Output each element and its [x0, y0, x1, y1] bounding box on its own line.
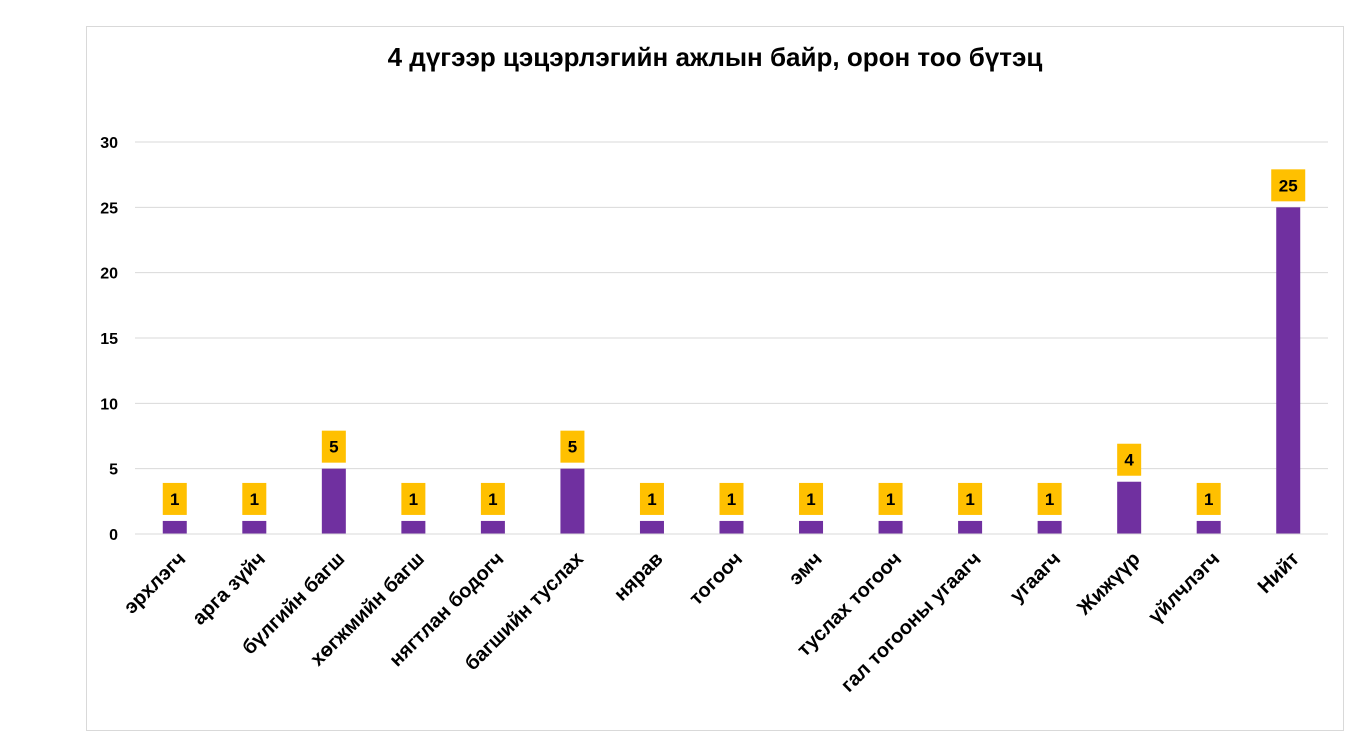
x-tick-label: Жижүүр [1073, 548, 1145, 620]
data-label: 25 [1279, 176, 1298, 195]
y-tick-label: 5 [109, 462, 118, 479]
bar [1037, 520, 1062, 534]
data-label-background [242, 482, 267, 515]
bar [639, 520, 664, 534]
data-label-background [958, 482, 983, 515]
data-label-background [321, 430, 346, 463]
y-tick-label: 30 [100, 135, 118, 152]
data-label: 5 [329, 438, 338, 457]
data-label: 1 [409, 490, 418, 509]
data-label-background [799, 482, 824, 515]
chart-area [86, 26, 1344, 731]
data-label-background [878, 482, 903, 515]
data-label: 1 [170, 490, 179, 509]
data-label: 1 [886, 490, 895, 509]
x-tick-label: эрхлэгч [120, 548, 191, 619]
data-label-background [162, 482, 187, 515]
data-label-background [1196, 482, 1221, 515]
data-label-background [719, 482, 744, 515]
bar [321, 468, 346, 534]
data-label: 1 [647, 490, 656, 509]
data-label: 5 [568, 438, 577, 457]
x-tick-label: гал тогооны угаагч [837, 548, 986, 697]
data-label: 1 [1204, 490, 1213, 509]
bar [162, 520, 187, 534]
data-label: 1 [488, 490, 497, 509]
bar [401, 520, 426, 534]
bar [1117, 481, 1142, 534]
bar [242, 520, 267, 534]
x-tick-label: үйлчлэгч [1144, 548, 1224, 628]
data-label: 1 [806, 490, 815, 509]
data-label: 4 [1124, 451, 1134, 470]
data-label: 1 [250, 490, 259, 509]
x-tick-label: эмч [785, 548, 827, 590]
data-label-background [1037, 482, 1062, 515]
y-tick-label: 10 [100, 396, 118, 413]
bar [1196, 520, 1221, 534]
bars [162, 207, 1301, 535]
y-tick-label: 20 [100, 266, 118, 283]
y-axis: 0 5 10 15 20 25 30 [100, 135, 118, 544]
x-tick-label: угаагч [1006, 548, 1065, 607]
data-label: 1 [1045, 490, 1054, 509]
data-label-background [401, 482, 426, 515]
data-label-background [560, 430, 585, 463]
y-tick-label: 0 [109, 527, 118, 544]
bar [958, 520, 983, 534]
data-label: 1 [727, 490, 736, 509]
data-label: 1 [965, 490, 974, 509]
bar [719, 520, 744, 534]
data-labels: 1 1 5 1 1 5 1 1 1 1 1 1 4 1 25 [162, 169, 1306, 515]
x-tick-label: арга зүйч [188, 548, 270, 630]
x-tick-label: нярав [610, 548, 668, 606]
x-tick-label: тогооч [685, 548, 747, 610]
data-label-background [1117, 443, 1142, 476]
bar [1276, 207, 1301, 535]
chart-title: 4 дүгээр цэцэрлэгийн ажлын байр, орон то… [387, 42, 1043, 72]
gridlines [135, 141, 1328, 535]
bar [878, 520, 903, 534]
data-label-background [639, 482, 664, 515]
bar [560, 468, 585, 534]
x-tick-label: Нийт [1254, 548, 1304, 598]
y-tick-label: 15 [100, 331, 118, 348]
data-label-background [480, 482, 505, 515]
bar [480, 520, 505, 534]
data-label-background [1271, 169, 1306, 202]
y-tick-label: 25 [100, 200, 118, 217]
bar [799, 520, 824, 534]
